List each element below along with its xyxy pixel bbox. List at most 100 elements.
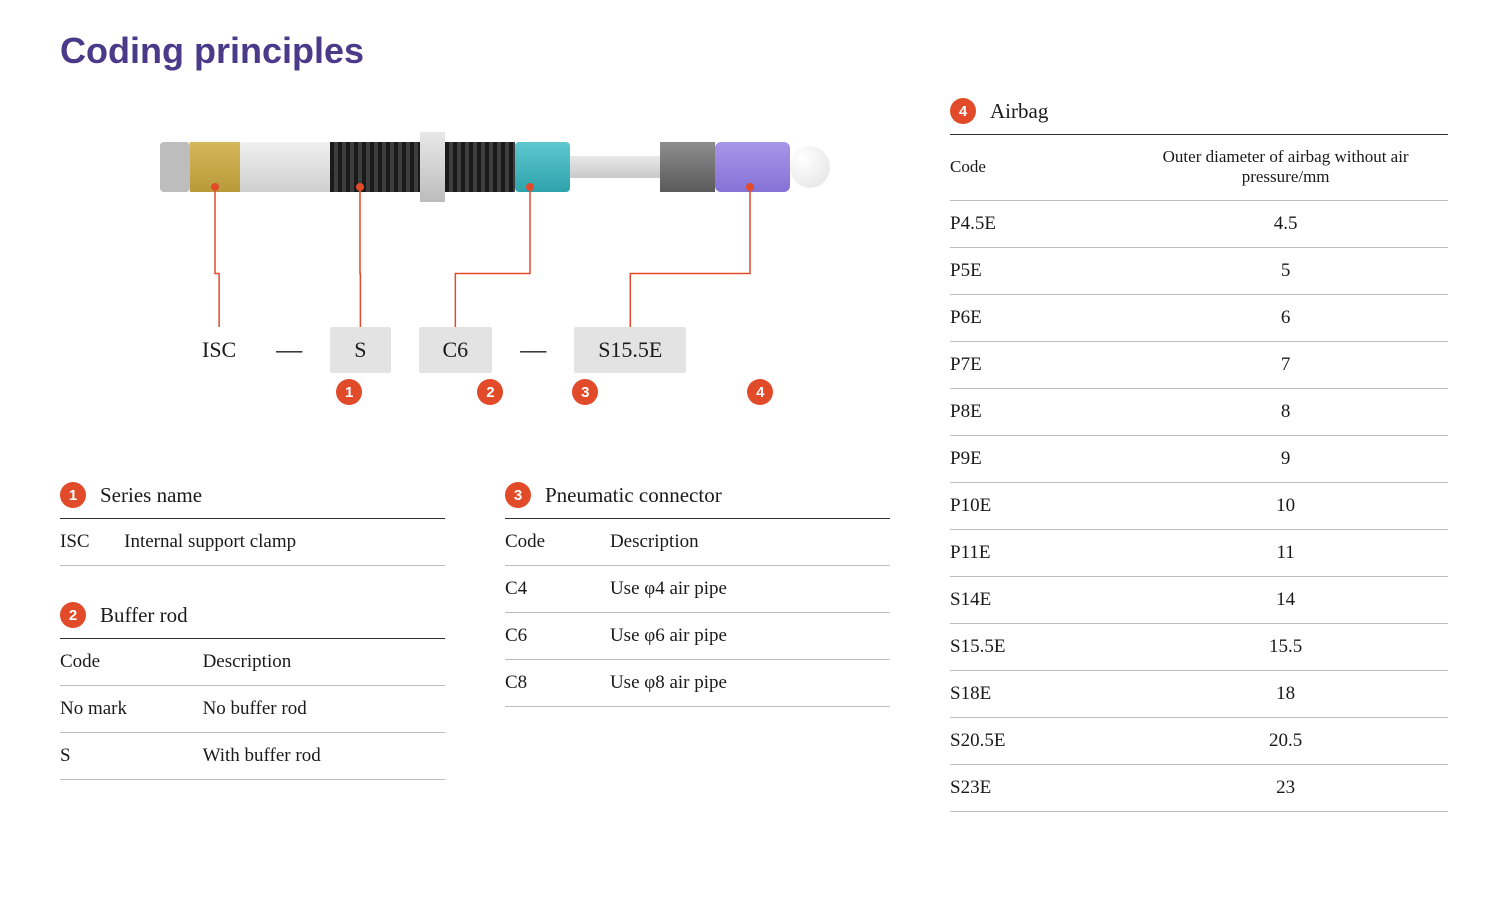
buffer-row: No markNo buffer rod xyxy=(60,686,445,733)
code-seg-2: S xyxy=(330,327,390,373)
part-tip xyxy=(790,146,830,188)
part-airbag-sleeve xyxy=(715,142,790,192)
part-thread-1 xyxy=(330,142,430,192)
airbag-row: S15.5E15.5 xyxy=(950,623,1448,670)
code-row: ISC—SC6—S15.5E xyxy=(190,327,686,373)
code-seg-3: C6 xyxy=(419,327,493,373)
airbag-cell: P11E xyxy=(950,529,1129,576)
section-series: 1 Series name ISCInternal support clamp xyxy=(60,482,445,566)
connector-cell: Use φ6 air pipe xyxy=(610,613,890,660)
airbag-row: S14E14 xyxy=(950,576,1448,623)
airbag-col-0: Code xyxy=(950,135,1129,200)
connector-cell: Use φ8 air pipe xyxy=(610,660,890,707)
section-buffer-title: Buffer rod xyxy=(100,603,188,628)
code-seg-0: ISC xyxy=(190,337,248,363)
airbag-row: S20.5E20.5 xyxy=(950,717,1448,764)
series-row: ISCInternal support clamp xyxy=(60,519,445,566)
part-hex-end xyxy=(660,142,715,192)
airbag-row: S23E23 xyxy=(950,764,1448,811)
buffer-row: SWith buffer rod xyxy=(60,733,445,780)
code-badge-3: 3 xyxy=(572,379,598,405)
airbag-cell: 7 xyxy=(1129,341,1448,388)
buffer-cell: S xyxy=(60,733,203,780)
airbag-row: P8E8 xyxy=(950,388,1448,435)
airbag-row: P9E9 xyxy=(950,435,1448,482)
airbag-cell: P9E xyxy=(950,435,1129,482)
part-nut xyxy=(420,132,445,202)
airbag-col-1: Outer diameter of airbag without air pre… xyxy=(1129,135,1448,200)
lower-tables: 1 Series name ISCInternal support clamp … xyxy=(60,482,890,816)
badge-4: 4 xyxy=(950,98,976,124)
tables-left: 1 Series name ISCInternal support clamp … xyxy=(60,482,445,816)
airbag-cell: S15.5E xyxy=(950,623,1129,670)
part-teal-ring xyxy=(515,142,570,192)
airbag-cell: 23 xyxy=(1129,764,1448,811)
airbag-cell: P6E xyxy=(950,294,1129,341)
section-connector: 3 Pneumatic connector Code Description C… xyxy=(505,482,890,707)
badge-3: 3 xyxy=(505,482,531,508)
connector-cell: C6 xyxy=(505,613,610,660)
connector-row: C8Use φ8 air pipe xyxy=(505,660,890,707)
buffer-table: Code Description No markNo buffer rodSWi… xyxy=(60,639,445,780)
connector-col-1: Description xyxy=(610,519,890,566)
series-cell: ISC xyxy=(60,519,124,566)
product-diagram: ISC—SC6—S15.5E 1234 xyxy=(60,92,890,442)
part-hex-body xyxy=(240,142,330,192)
airbag-row: P4.5E4.5 xyxy=(950,200,1448,247)
airbag-row: S18E18 xyxy=(950,670,1448,717)
airbag-cell: P5E xyxy=(950,247,1129,294)
airbag-cell: 15.5 xyxy=(1129,623,1448,670)
airbag-row: P7E7 xyxy=(950,341,1448,388)
airbag-cell: S18E xyxy=(950,670,1129,717)
airbag-cell: 5 xyxy=(1129,247,1448,294)
airbag-cell: 10 xyxy=(1129,482,1448,529)
page-title: Coding principles xyxy=(60,30,1448,72)
connector-row: C4Use φ4 air pipe xyxy=(505,566,890,613)
product-illustration xyxy=(160,122,840,212)
right-column: 4 Airbag Code Outer diameter of airbag w… xyxy=(950,92,1448,848)
airbag-cell: P4.5E xyxy=(950,200,1129,247)
buffer-col-1: Description xyxy=(203,639,445,686)
connector-cell: C4 xyxy=(505,566,610,613)
airbag-row: P6E6 xyxy=(950,294,1448,341)
section-connector-title: Pneumatic connector xyxy=(545,483,722,508)
connector-row: C6Use φ6 air pipe xyxy=(505,613,890,660)
airbag-cell: 8 xyxy=(1129,388,1448,435)
airbag-row: P11E11 xyxy=(950,529,1448,576)
section-series-title: Series name xyxy=(100,483,202,508)
section-buffer: 2 Buffer rod Code Description No markNo … xyxy=(60,602,445,780)
buffer-cell: With buffer rod xyxy=(203,733,445,780)
airbag-cell: 20.5 xyxy=(1129,717,1448,764)
code-badge-1: 1 xyxy=(336,379,362,405)
airbag-row: P10E10 xyxy=(950,482,1448,529)
airbag-cell: P8E xyxy=(950,388,1129,435)
buffer-cell: No buffer rod xyxy=(203,686,445,733)
airbag-cell: 9 xyxy=(1129,435,1448,482)
airbag-cell: P7E xyxy=(950,341,1129,388)
buffer-cell: No mark xyxy=(60,686,203,733)
connector-col-0: Code xyxy=(505,519,610,566)
part-fitting xyxy=(160,142,190,192)
series-table: ISCInternal support clamp xyxy=(60,519,445,566)
connector-table: Code Description C4Use φ4 air pipeC6Use … xyxy=(505,519,890,707)
section-airbag-title: Airbag xyxy=(990,99,1048,124)
airbag-cell: 14 xyxy=(1129,576,1448,623)
airbag-table: Code Outer diameter of airbag without ai… xyxy=(950,135,1448,812)
connector-cell: C8 xyxy=(505,660,610,707)
section-airbag: 4 Airbag Code Outer diameter of airbag w… xyxy=(950,98,1448,812)
code-badge-4: 4 xyxy=(747,379,773,405)
main-layout: ISC—SC6—S15.5E 1234 1 Series name ISCInt… xyxy=(60,92,1448,848)
airbag-cell: S23E xyxy=(950,764,1129,811)
badge-2: 2 xyxy=(60,602,86,628)
airbag-cell: 6 xyxy=(1129,294,1448,341)
airbag-cell: 4.5 xyxy=(1129,200,1448,247)
code-seg-5: S15.5E xyxy=(574,327,686,373)
airbag-cell: S14E xyxy=(950,576,1129,623)
airbag-cell: S20.5E xyxy=(950,717,1129,764)
series-cell: Internal support clamp xyxy=(124,519,445,566)
badge-1: 1 xyxy=(60,482,86,508)
tables-right: 3 Pneumatic connector Code Description C… xyxy=(505,482,890,816)
part-thread-2 xyxy=(445,142,515,192)
code-badge-2: 2 xyxy=(477,379,503,405)
part-brass xyxy=(190,142,240,192)
